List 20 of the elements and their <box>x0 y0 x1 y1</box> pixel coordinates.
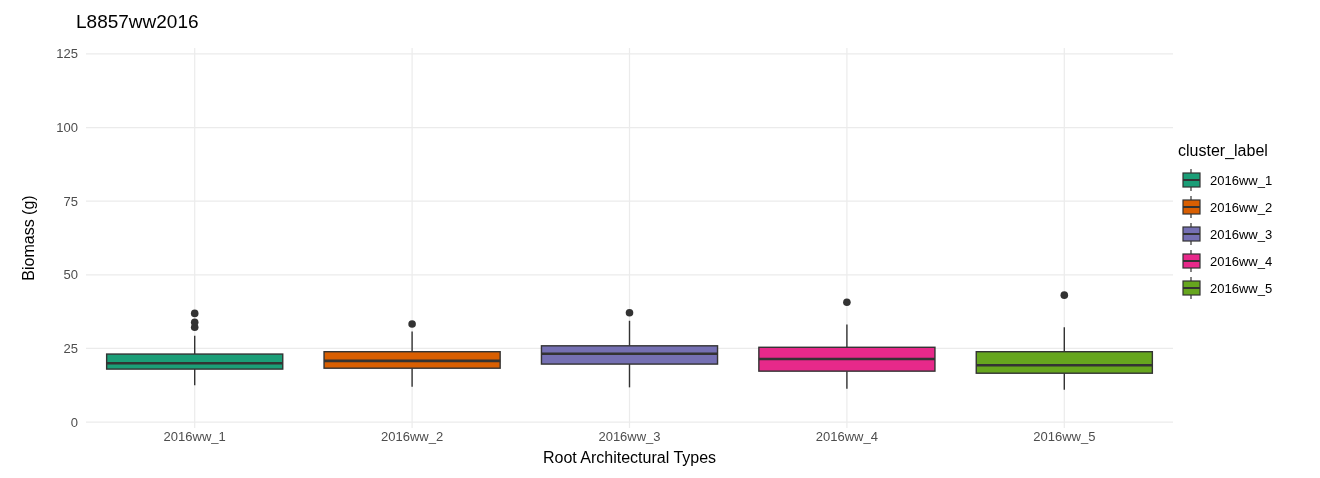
legend-label: 2016ww_2 <box>1210 199 1273 215</box>
x-tick-label: 2016ww_2 <box>381 429 444 444</box>
x-tick-label: 2016ww_5 <box>1033 429 1096 444</box>
y-tick-label: 125 <box>56 46 78 62</box>
legend-label: 2016ww_4 <box>1210 253 1273 269</box>
legend-label: 2016ww_3 <box>1210 226 1273 242</box>
x-axis-title: Root Architectural Types <box>542 449 717 466</box>
legend-label: 2016ww_1 <box>1210 172 1273 188</box>
x-tick-label: 2016ww_3 <box>598 429 661 444</box>
x-tick-label: 2016ww_1 <box>163 429 226 444</box>
y-tick-label: 0 <box>70 414 78 430</box>
legend-label: 2016ww_5 <box>1210 280 1273 296</box>
y-axis-title: Biomass (g) <box>20 195 37 281</box>
legend-title: cluster_label <box>1178 142 1268 160</box>
chart-title: L8857ww2016 <box>76 11 199 32</box>
y-tick-label: 100 <box>56 120 78 136</box>
y-tick-label: 75 <box>63 193 78 209</box>
y-tick-label: 50 <box>63 267 78 283</box>
x-tick-label: 2016ww_4 <box>815 429 878 444</box>
y-tick-label: 25 <box>63 341 78 357</box>
